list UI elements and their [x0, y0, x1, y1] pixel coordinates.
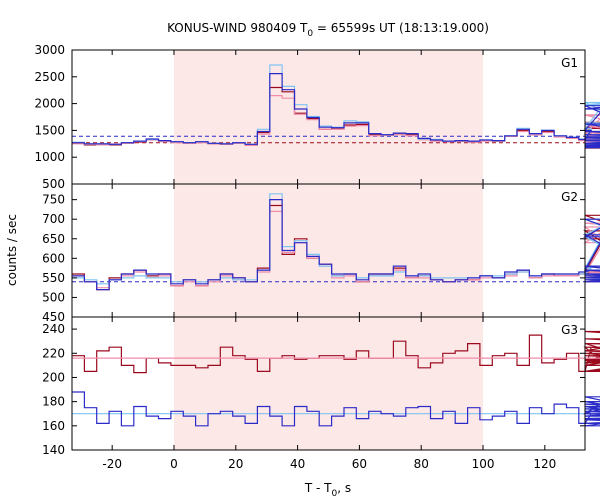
g3-ytick-label-1: 160 — [42, 419, 65, 433]
g2-ytick-label-6: 750 — [42, 193, 65, 207]
g2-ytick-label-1: 500 — [42, 290, 65, 304]
g1-shaded-interval — [173, 50, 484, 184]
chart-title-sub: 0 — [307, 29, 313, 39]
g3-series-3 — [72, 391, 600, 427]
g2-ytick-label-0: 450 — [42, 310, 65, 324]
x-axis-title: T - T0, s — [304, 481, 351, 499]
g2-ytick-label-3: 600 — [42, 251, 65, 265]
xtick-label-0: -20 — [102, 457, 122, 471]
g1-series-3 — [72, 73, 600, 149]
g1-ytick-label-4: 2500 — [34, 70, 65, 84]
xtick-label-2: 20 — [228, 457, 243, 471]
g3-shaded-interval — [173, 317, 484, 450]
x-axis-title-sub: 0 — [332, 489, 338, 499]
xtick-label-6: 100 — [472, 457, 495, 471]
g3-ytick-label-0: 140 — [42, 443, 65, 457]
g3-ytick-label-2: 180 — [42, 395, 65, 409]
g2-shaded-interval — [173, 184, 484, 317]
g3-ytick-label-3: 200 — [42, 370, 65, 384]
y-axis-title: counts / sec — [5, 214, 19, 286]
g2-series-3 — [72, 199, 600, 291]
g3-ytick-label-4: 220 — [42, 346, 65, 360]
g3-panel-label: G3 — [561, 323, 578, 337]
g1-ytick-label-3: 2000 — [34, 97, 65, 111]
g1-panel-label: G1 — [561, 56, 578, 70]
chart-title: KONUS-WIND 980409 T0 = 65599s UT (18:13:… — [167, 21, 489, 39]
xtick-label-5: 80 — [414, 457, 429, 471]
chart-title-suffix: = 65599s UT (18:13:19.000) — [313, 21, 489, 35]
g1-ytick-label-5: 3000 — [34, 43, 65, 57]
g3-ytick-label-5: 240 — [42, 322, 65, 336]
xtick-label-7: 120 — [533, 457, 556, 471]
panels-group: 50010001500200025003000G1450500550600650… — [34, 43, 600, 471]
xtick-label-1: 0 — [170, 457, 178, 471]
x-axis-title-suffix: , s — [337, 481, 351, 495]
g1-ytick-label-0: 500 — [42, 177, 65, 191]
g2-ytick-label-5: 700 — [42, 212, 65, 226]
g2-ytick-label-2: 550 — [42, 271, 65, 285]
xtick-label-3: 40 — [290, 457, 305, 471]
x-axis-title-prefix: T - T — [304, 481, 332, 495]
chart-title-prefix: KONUS-WIND 980409 T — [167, 21, 308, 35]
g3-frame — [71, 316, 586, 451]
g1-ytick-label-2: 1500 — [34, 123, 65, 137]
g2-panel-label: G2 — [561, 190, 578, 204]
g2-ytick-label-4: 650 — [42, 232, 65, 246]
xtick-label-4: 60 — [352, 457, 367, 471]
g1-ytick-label-1: 1000 — [34, 150, 65, 164]
